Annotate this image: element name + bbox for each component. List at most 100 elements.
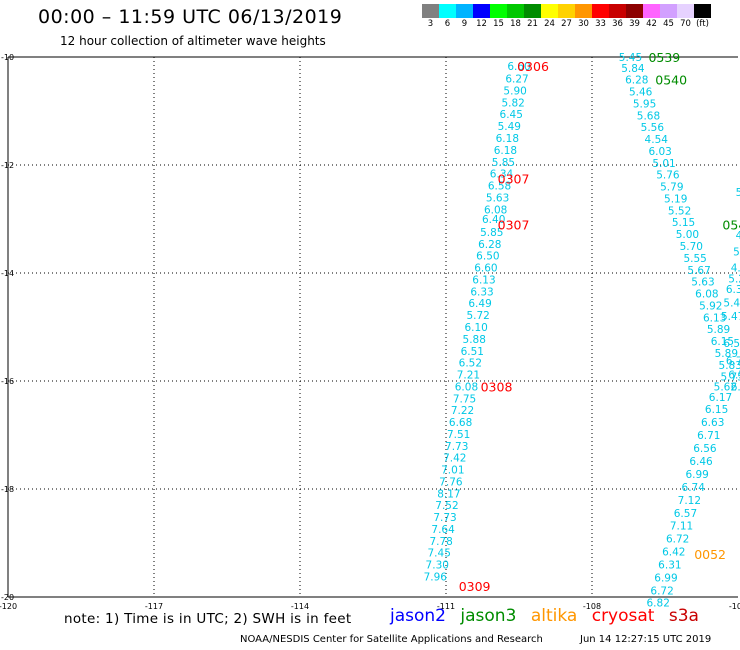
swh-value: 5.76 xyxy=(656,170,680,182)
scale-swatch xyxy=(677,4,694,18)
pass-time-label: 0052 xyxy=(694,547,726,562)
lon-tick-label: -105 xyxy=(729,602,740,611)
scale-bin: (ft) xyxy=(694,4,711,30)
swh-value: 6.40 xyxy=(482,214,505,226)
swh-value: 7.51 xyxy=(447,429,470,441)
swh-value: 5.84 xyxy=(621,63,645,75)
legend-s3a: s3a xyxy=(668,606,699,626)
swh-value: 6.28 xyxy=(625,75,648,87)
scale-label: 70 xyxy=(680,19,691,29)
swh-value: 6.57 xyxy=(674,508,697,520)
swh-value: 5.85 xyxy=(492,157,515,169)
swh-value: 5.68 xyxy=(637,110,660,122)
scale-swatch xyxy=(524,4,541,18)
scale-label: 18 xyxy=(510,19,521,29)
swh-value: 5.19 xyxy=(664,193,687,205)
swh-value: 7.76 xyxy=(439,476,463,488)
lat-tick-label: -16 xyxy=(1,377,14,386)
swh-value: 5.62 xyxy=(714,381,737,393)
lon-tick-label: -120 xyxy=(0,602,17,611)
scale-bin: 12 xyxy=(473,4,490,30)
scale-label: 6 xyxy=(444,19,451,29)
swh-value: 5.88 xyxy=(463,334,486,346)
scale-label: 30 xyxy=(578,19,589,29)
scale-bin: 33 xyxy=(592,4,609,30)
swh-value: 6.08 xyxy=(455,381,478,393)
scale-bin: 21 xyxy=(524,4,541,30)
swh-value: 5.70 xyxy=(680,241,703,253)
swh-value: 5.10 xyxy=(733,246,740,258)
legend-altika: altika xyxy=(530,606,578,626)
swh-value: 5.95 xyxy=(633,98,656,110)
swh-value: 7.64 xyxy=(431,524,455,536)
swh-value: 6.13 xyxy=(472,274,495,286)
scale-label: 21 xyxy=(527,19,538,29)
scale-label: 12 xyxy=(476,19,487,29)
scale-swatch xyxy=(422,4,439,18)
scale-swatch xyxy=(507,4,524,18)
swh-value: 6.70 xyxy=(726,355,740,367)
swh-value: 6.68 xyxy=(449,417,472,429)
lat-tick-label: -10 xyxy=(1,53,14,62)
pass-time-label: 0541 xyxy=(722,217,740,232)
swh-value: 7.11 xyxy=(670,521,693,533)
swh-value: 5.01 xyxy=(652,158,675,170)
swh-value: 5.89 xyxy=(715,348,738,360)
footer-timestamp: Jun 14 12:27:15 UTC 2019 xyxy=(580,634,712,645)
scale-label: 33 xyxy=(595,19,606,29)
swh-value: 6.28 xyxy=(478,239,501,251)
scale-swatch xyxy=(456,4,473,18)
lon-tick-label: -117 xyxy=(145,602,163,611)
pass-time-label: 0308 xyxy=(481,379,513,394)
swh-value: 6.72 xyxy=(666,534,689,546)
lon-tick-label: -108 xyxy=(583,602,601,611)
swh-value: 6.60 xyxy=(474,263,497,275)
swh-value: 6.34 xyxy=(490,169,514,181)
scale-swatch xyxy=(473,4,490,18)
swh-value: 7.01 xyxy=(441,465,464,477)
swh-value: 7.21 xyxy=(457,370,480,382)
scale-bin: 27 xyxy=(558,4,575,30)
swh-value: 5.67 xyxy=(687,265,710,277)
scale-bin: 15 xyxy=(490,4,507,30)
scale-swatch xyxy=(575,4,592,18)
swh-value: 6.74 xyxy=(682,482,706,494)
swh-value: 7.73 xyxy=(433,512,456,524)
scale-bin: 30 xyxy=(575,4,592,30)
swh-value: 6.99 xyxy=(654,573,677,585)
swh-value: 6.59 xyxy=(723,338,740,350)
swh-value: 5.52 xyxy=(668,205,691,217)
scale-label: 3 xyxy=(427,19,434,29)
swh-value: 4.99 xyxy=(736,230,740,242)
swh-value: 6.42 xyxy=(662,547,685,559)
scale-label: 9 xyxy=(461,19,468,29)
scale-bin: 9 xyxy=(456,4,473,30)
scale-label: (ft) xyxy=(696,19,709,29)
swh-value: 6.37 xyxy=(726,284,740,296)
swh-value: 8.17 xyxy=(437,488,460,500)
scale-label: 24 xyxy=(544,19,555,29)
swh-value: 5.15 xyxy=(672,217,695,229)
swh-value: 5.72 xyxy=(466,310,489,322)
swh-value: 6.63 xyxy=(701,417,724,429)
swh-value: 7.12 xyxy=(678,495,701,507)
pass-time-label: 0306 xyxy=(517,59,549,74)
swh-value: 5.79 xyxy=(660,182,683,194)
swh-value: 6.60 xyxy=(507,61,530,73)
pass-time-label: 0307 xyxy=(498,172,530,187)
swh-value: 6.51 xyxy=(731,381,740,393)
swh-value: 6.71 xyxy=(697,430,720,442)
pass-time-label: 0307 xyxy=(498,217,530,232)
scale-label: 27 xyxy=(561,19,572,29)
swh-value: 7.45 xyxy=(428,548,451,560)
scale-label: 42 xyxy=(646,19,657,29)
scale-swatch xyxy=(626,4,643,18)
swh-value: 5.47 xyxy=(721,311,740,323)
scale-swatch xyxy=(439,4,456,18)
swh-value: 7.22 xyxy=(451,405,474,417)
scale-swatch xyxy=(592,4,609,18)
swh-value: 6.10 xyxy=(464,322,487,334)
swh-value: 6.03 xyxy=(648,146,671,158)
swh-value: 7.30 xyxy=(426,560,449,572)
swh-value: 5.56 xyxy=(641,122,665,134)
